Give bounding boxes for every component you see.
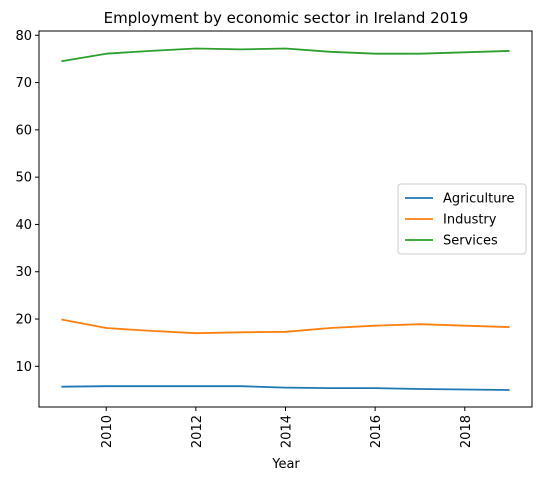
y-tick-label: 10 — [15, 360, 32, 375]
y-tick-label: 40 — [15, 218, 32, 233]
series-line-services — [61, 49, 509, 62]
legend-label-industry: Industry — [443, 213, 497, 228]
y-tick-label: 60 — [15, 123, 32, 138]
y-tick-label: 80 — [15, 29, 32, 44]
y-axis: 10 20 30 40 50 60 70 80 — [15, 29, 39, 375]
x-tick-label: 2014 — [280, 415, 295, 448]
chart-title: Employment by economic sector in Ireland… — [104, 9, 469, 27]
series-line-industry — [61, 320, 509, 334]
y-tick-label: 20 — [15, 313, 32, 328]
series-line-agriculture — [61, 386, 509, 390]
y-tick-label: 30 — [15, 265, 32, 280]
y-tick-label: 50 — [15, 171, 32, 186]
y-tick-label: 70 — [15, 76, 32, 91]
x-tick-label: 2012 — [190, 415, 205, 448]
x-tick-label: 2016 — [369, 415, 384, 448]
legend-label-services: Services — [443, 234, 498, 249]
x-axis: 2010 2012 2014 2016 2018 — [100, 407, 474, 448]
legend-label-agriculture: Agriculture — [443, 192, 515, 207]
x-axis-label: Year — [271, 457, 300, 472]
legend: Agriculture Industry Services — [398, 184, 526, 254]
x-tick-label: 2010 — [100, 415, 115, 448]
x-tick-label: 2018 — [459, 415, 474, 448]
